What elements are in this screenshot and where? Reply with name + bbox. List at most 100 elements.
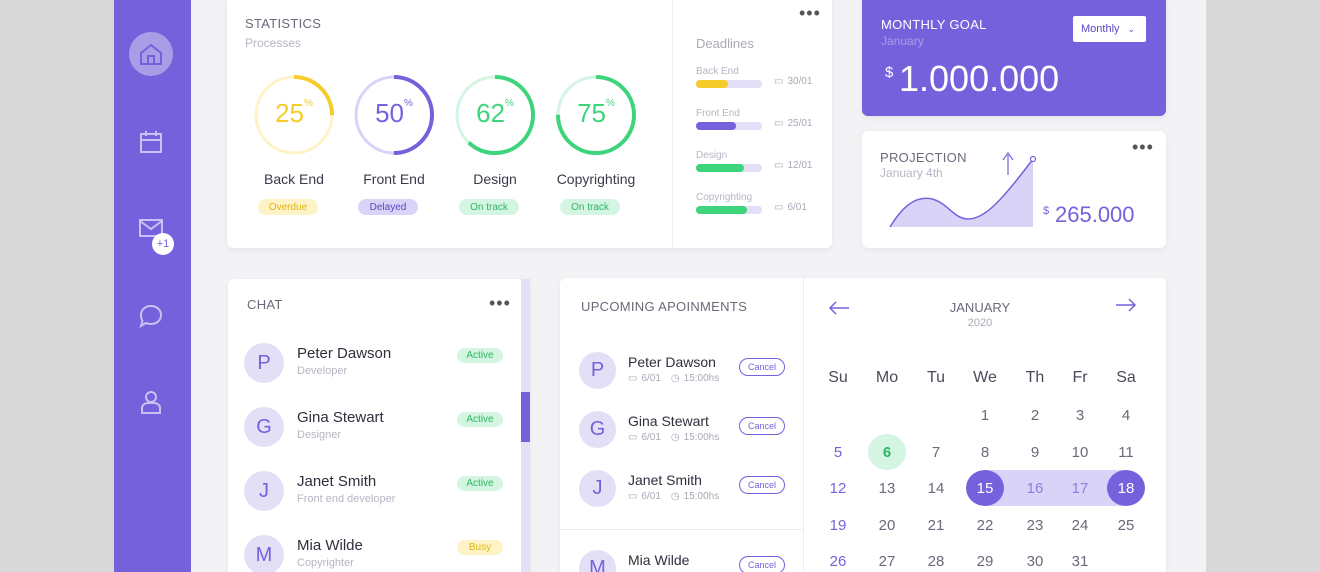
calendar-icon: ▭	[628, 491, 638, 502]
appointment-time: 15:00hs	[683, 491, 720, 502]
home-icon	[140, 43, 162, 65]
calendar-day[interactable]: 16	[1026, 479, 1044, 497]
calendar-day[interactable]: 17	[1071, 479, 1089, 497]
monthly-goal-subtitle: January	[881, 34, 924, 48]
progress-gauge: 75%	[555, 74, 637, 156]
appointment-meta: ▭ 6/01 ◷ 15:00hs	[628, 373, 719, 384]
calendar-day[interactable]: 3	[1075, 406, 1085, 424]
projection-title: PROJECTION	[880, 150, 967, 165]
calendar-day[interactable]: 29	[976, 552, 994, 570]
gauge-ring	[254, 75, 334, 155]
more-icon[interactable]: •••	[489, 293, 511, 313]
calendar-day[interactable]: 11	[1118, 443, 1134, 461]
person-name: Janet Smith	[297, 473, 377, 490]
calendar-icon: ▭	[628, 373, 638, 384]
appointments-card: UPCOMING APOINMENTS P Peter Dawson ▭ 6/01 ◷ 1…	[560, 278, 1166, 572]
status-badge: Busy	[457, 540, 503, 555]
calendar-day[interactable]: 23	[1026, 516, 1044, 534]
projection-amount: 265.000	[1055, 202, 1135, 227]
percent-sign: %	[404, 98, 413, 109]
cancel-button[interactable]: Cancel	[739, 358, 785, 376]
currency-symbol: $	[885, 64, 894, 81]
calendar-day[interactable]: 2	[1030, 406, 1040, 424]
calendar-day[interactable]: 9	[1030, 443, 1040, 461]
dashboard: +1 STATISTICS Processes 25% Back End Overd…	[114, 0, 1206, 572]
chat-list-item[interactable]: P Peter Dawson Developer Active	[228, 343, 521, 393]
calendar-day[interactable]: 22	[976, 516, 994, 534]
calendar-day[interactable]: 31	[1071, 552, 1089, 570]
calendar-day[interactable]: 28	[927, 552, 945, 570]
monthly-goal-title: MONTHLY GOAL	[881, 17, 987, 32]
calendar-day[interactable]: 21	[927, 516, 945, 534]
period-select[interactable]: Monthly ⌄	[1073, 16, 1146, 42]
calendar-day[interactable]: 5	[833, 443, 843, 461]
person-name: Gina Stewart	[297, 409, 384, 426]
monthly-goal-card: MONTHLY GOAL January Monthly ⌄ $ 1.000.0…	[862, 0, 1166, 116]
weekday-header: Th	[1025, 369, 1045, 386]
previous-month-arrow-icon[interactable]	[828, 298, 850, 321]
cancel-button[interactable]: Cancel	[739, 476, 785, 494]
calendar-day[interactable]: 4	[1121, 406, 1131, 424]
calendar-day-selected[interactable]: 15	[966, 470, 1004, 506]
gauge-value: 50%	[353, 98, 435, 129]
nav-profile[interactable]	[129, 380, 173, 424]
weekday-header: Mo	[875, 369, 899, 386]
chat-list-item[interactable]: M Mia Wilde Copyrighter Busy	[228, 535, 521, 572]
calendar-day[interactable]: 25	[1117, 516, 1135, 534]
gauge-ring	[556, 75, 636, 155]
appointment-date: 6/01	[641, 491, 661, 502]
calendar-day[interactable]: 14	[927, 479, 945, 497]
nav-home[interactable]	[129, 32, 173, 76]
gauge-number: 75	[577, 98, 606, 128]
more-icon[interactable]: •••	[1132, 137, 1154, 157]
calendar-day[interactable]: 27	[878, 552, 896, 570]
cancel-button[interactable]: Cancel	[739, 417, 785, 435]
calendar-day[interactable]: 20	[878, 516, 896, 534]
deadlines-title: Deadlines	[696, 36, 754, 51]
chat-list-item[interactable]: J Janet Smith Front end developer Active	[228, 471, 521, 521]
person-name: Janet Smith	[628, 472, 702, 488]
calendar-day[interactable]: 24	[1071, 516, 1089, 534]
status-badge: Active	[457, 476, 503, 491]
deadline-progress-fill	[696, 164, 744, 172]
appointment-item: G Gina Stewart ▭ 6/01 ◷ 15:00hs Cancel	[560, 411, 803, 451]
progress-gauge: 50%	[353, 74, 435, 156]
nav-calendar[interactable]	[129, 120, 173, 164]
deadline-name: Front End	[696, 108, 740, 119]
deadline-row: Design ▭ 12/01	[696, 150, 826, 180]
nav-mail[interactable]	[129, 206, 173, 250]
person-name: Mia Wilde	[297, 537, 363, 554]
deadline-progress-fill	[696, 122, 736, 130]
calendar-day-today[interactable]: 6	[868, 434, 906, 470]
chat-list-item[interactable]: G Gina Stewart Designer Active	[228, 407, 521, 457]
calendar-day[interactable]: 7	[931, 443, 941, 461]
more-icon[interactable]: •••	[799, 3, 821, 23]
calendar-day[interactable]: 19	[829, 516, 847, 534]
deadline-name: Copyrighting	[696, 192, 753, 203]
calendar-icon: ▭	[774, 202, 784, 213]
avatar: M	[579, 550, 616, 572]
gauge-fill	[556, 75, 636, 155]
deadline-progress-bar	[696, 206, 762, 214]
deadline-date-value: 12/01	[787, 160, 813, 171]
next-month-arrow-icon[interactable]	[1115, 298, 1137, 317]
calendar-day[interactable]: 30	[1026, 552, 1044, 570]
calendar-day[interactable]: 26	[829, 552, 847, 570]
weekday-header: Tu	[926, 369, 946, 386]
calendar-day[interactable]: 13	[878, 479, 896, 497]
gauge-number: 50	[375, 98, 404, 128]
chat-scrollbar-thumb[interactable]	[521, 392, 530, 442]
appointment-time: 15:00hs	[683, 432, 720, 443]
calendar-day[interactable]: 8	[980, 443, 990, 461]
calendar-day[interactable]: 1	[980, 406, 990, 424]
chat-card: CHAT ••• P Peter Dawson Developer Active G Gi…	[228, 279, 530, 572]
person-name: Peter Dawson	[297, 345, 392, 362]
appointment-item: P Peter Dawson ▭ 6/01 ◷ 15:00hs Cancel	[560, 352, 803, 392]
calendar-day[interactable]: 10	[1071, 443, 1089, 461]
deadline-date: ▭ 12/01	[774, 160, 812, 171]
calendar-day[interactable]: 12	[829, 479, 847, 497]
nav-chat[interactable]	[129, 294, 173, 338]
calendar-day-selected[interactable]: 18	[1107, 470, 1145, 506]
cancel-button[interactable]: Cancel	[739, 556, 785, 572]
deadline-date-value: 6/01	[787, 202, 807, 213]
